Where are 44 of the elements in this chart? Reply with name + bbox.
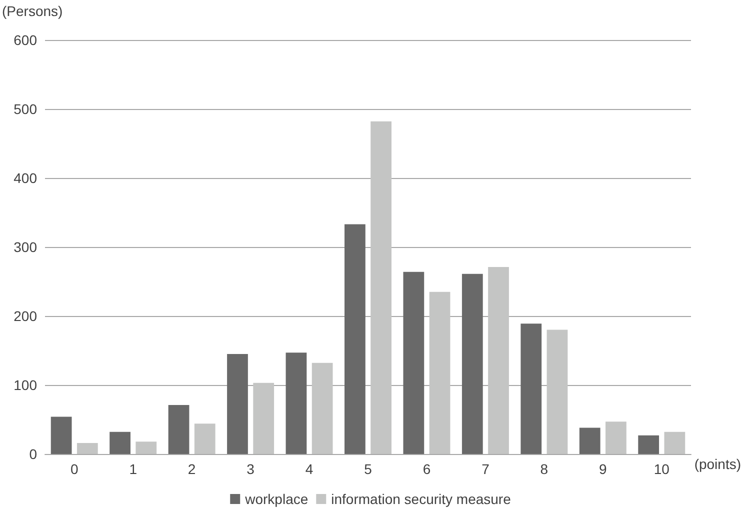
- x-tick-label: 3: [246, 461, 255, 477]
- y-tick-label: 300: [14, 239, 38, 255]
- y-tick-label: 0: [29, 446, 38, 462]
- x-tick-label: 1: [129, 461, 138, 477]
- bar: [110, 432, 130, 454]
- legend-label: workplace: [244, 491, 308, 507]
- bar: [488, 267, 509, 454]
- x-tick-label: 10: [654, 461, 670, 477]
- y-axis-title: (Persons): [2, 3, 63, 19]
- bar: [286, 352, 307, 454]
- bar: [168, 405, 190, 454]
- bar: [606, 422, 626, 454]
- bar: [253, 382, 274, 454]
- x-axis-title: (points): [694, 456, 741, 472]
- x-tick-label: 2: [188, 461, 196, 477]
- bar: [546, 330, 568, 454]
- bar: [312, 362, 333, 454]
- bar: [50, 416, 72, 454]
- y-tick-label: 400: [14, 170, 38, 186]
- y-tick-label: 500: [14, 101, 38, 117]
- bar: [136, 442, 157, 454]
- y-tick-label: 100: [14, 377, 38, 393]
- bar: [344, 224, 366, 454]
- legend-label: information security measure: [331, 491, 512, 507]
- bar: [462, 274, 483, 454]
- bar: [520, 324, 542, 454]
- bar: [429, 292, 450, 454]
- x-tick-label: 0: [70, 461, 78, 477]
- bar: [638, 435, 660, 454]
- x-tick-label: 8: [540, 461, 548, 477]
- y-tick-label: 600: [14, 32, 38, 48]
- x-tick-label: 5: [364, 461, 372, 477]
- bar: [579, 428, 600, 454]
- bar: [403, 272, 424, 454]
- x-tick-label: 6: [422, 461, 431, 477]
- x-tick-label: 9: [599, 461, 608, 477]
- bar: [227, 354, 248, 454]
- y-tick-label: 200: [14, 308, 38, 324]
- bar: [76, 442, 98, 454]
- bar: [194, 424, 216, 454]
- x-tick-label: 4: [305, 461, 314, 477]
- x-tick-label: 7: [482, 461, 490, 477]
- bar: [370, 121, 392, 454]
- bar: [664, 432, 686, 454]
